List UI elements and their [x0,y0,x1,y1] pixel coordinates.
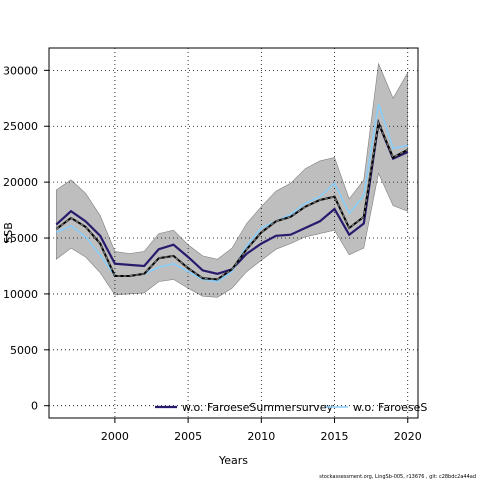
y-tick-label: 5000 [10,344,38,357]
series-line-layer [55,103,409,283]
legend: w.o. FaroeseSummersurvey w.o. FaroeseS [155,401,427,414]
plot-frame [48,47,419,419]
x-axis: 2000 2005 2010 2015 2020 [101,418,422,443]
y-tick-label: 25000 [3,120,38,133]
y-tick-label: 20000 [3,176,38,189]
x-tick-label: 2020 [394,430,422,443]
x-tick-label: 2005 [174,430,202,443]
y-tick-label: 30000 [3,64,38,77]
confidence-band [55,62,409,298]
x-tick-label: 2000 [101,430,129,443]
y-tick-label: 10000 [3,288,38,301]
x-tick-label: 2015 [321,430,349,443]
y-tick-label: 15000 [3,232,38,245]
legend-label-wo-faroese-s: w.o. FaroeseS [353,401,427,414]
confidence-band-layer [55,62,409,298]
y-axis: 0 5000 10000 15000 20000 25000 30000 [3,64,49,413]
x-axis-title: Years [218,454,248,467]
footer-credit: stockassessment.org, LingSb-005, r13676 … [319,474,476,480]
x-tick-label: 2010 [247,430,275,443]
base-estimate-line-dash [55,120,408,281]
legend-label-wo-faroese-summersurvey: w.o. FaroeseSummersurvey [182,401,334,414]
y-tick-label: 0 [31,400,38,413]
y-axis-title: SSB [2,222,15,244]
